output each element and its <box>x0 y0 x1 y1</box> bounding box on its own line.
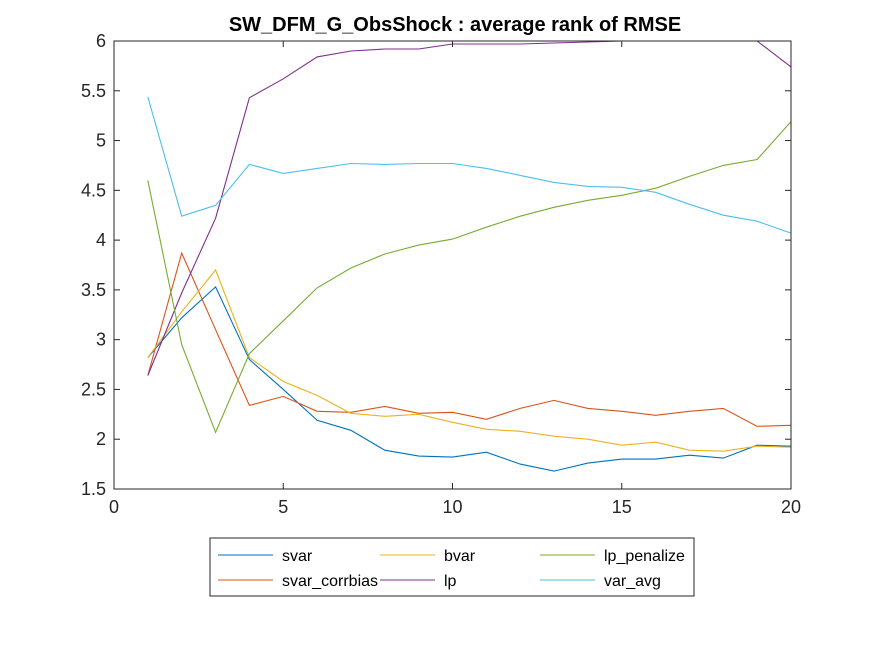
legend-label: bvar <box>444 548 476 565</box>
series-line-lp-penalize <box>147 121 792 434</box>
legend-label: svar <box>282 548 313 565</box>
y-tick-label: 4 <box>96 230 106 250</box>
legend-label: lp <box>444 573 457 590</box>
x-tick-label: 10 <box>442 497 462 517</box>
x-tick-label: 15 <box>612 497 632 517</box>
y-tick-label: 3 <box>96 330 106 350</box>
y-tick-label: 4.5 <box>81 180 106 200</box>
series-line-bvar <box>147 268 792 452</box>
series-layer <box>147 40 792 472</box>
x-tick-label: 0 <box>109 497 119 517</box>
series-line-var-avg <box>147 96 792 234</box>
legend: svar bvar lp_penalize svar_corrbias lp var_av… <box>209 537 695 597</box>
legend-box <box>209 537 695 597</box>
plot-area <box>114 41 791 489</box>
y-tick-label: 5 <box>96 131 106 151</box>
y-tick-label: 1.5 <box>81 479 106 499</box>
y-tick-label: 5.5 <box>81 81 106 101</box>
chart-title: SW_DFM_G_ObsShock : average rank of RMSE <box>229 14 681 36</box>
legend-label: svar_corrbias <box>282 573 378 590</box>
axes-layer: 0 5 10 15 20 1.5 2 2.5 3 3.5 4 4.5 5 5.5 6 <box>81 31 801 517</box>
y-tick-label: 3.5 <box>81 280 106 300</box>
x-tick-label: 5 <box>278 497 288 517</box>
y-tick-label: 2.5 <box>81 379 106 399</box>
x-tick-label: 20 <box>781 497 801 517</box>
series-line-svar-corrbias <box>147 251 792 427</box>
y-tick-label: 2 <box>96 429 106 449</box>
legend-label: lp_penalize <box>604 548 685 565</box>
legend-label: var_avg <box>604 573 661 590</box>
y-tick-label: 6 <box>96 31 106 51</box>
series-line-svar <box>147 285 792 472</box>
